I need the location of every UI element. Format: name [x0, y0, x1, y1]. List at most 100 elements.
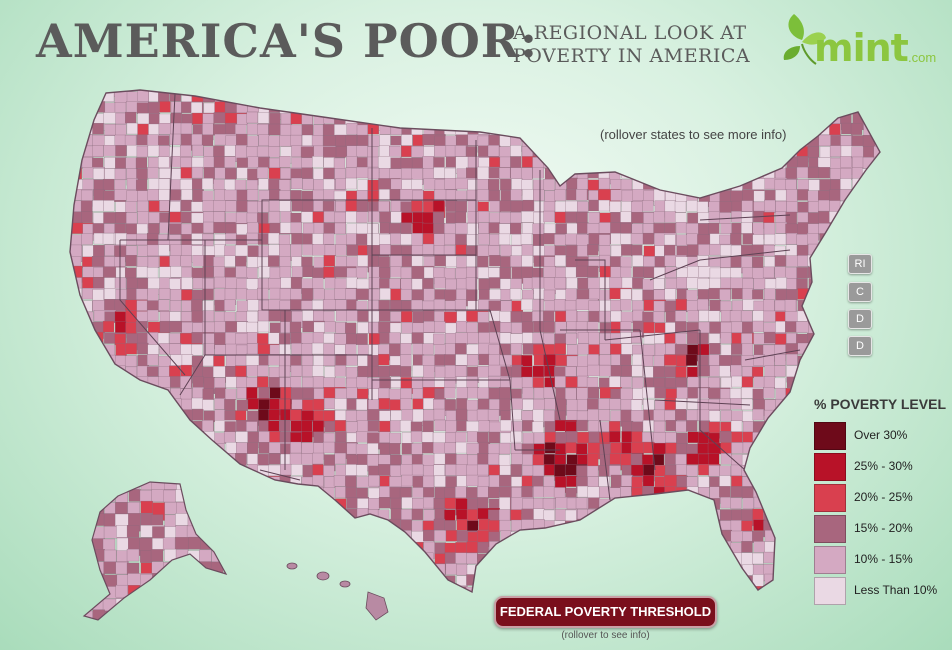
county-cell[interactable] [150, 549, 164, 562]
county-cell[interactable] [224, 299, 236, 312]
county-cell[interactable] [223, 537, 235, 550]
county-cell[interactable] [192, 465, 204, 482]
county-cell[interactable] [213, 156, 226, 168]
county-cell[interactable] [444, 509, 456, 521]
county-cell[interactable] [674, 91, 687, 103]
county-cell[interactable] [753, 146, 765, 158]
county-cell[interactable] [346, 145, 359, 157]
county-cell[interactable] [697, 387, 709, 400]
county-cell[interactable] [291, 256, 303, 268]
county-cell[interactable] [104, 442, 116, 455]
county-cell[interactable] [775, 102, 788, 114]
county-cell[interactable] [378, 575, 390, 587]
county-cell[interactable] [785, 267, 797, 279]
county-cell[interactable] [554, 299, 566, 311]
county-cell[interactable] [247, 410, 259, 422]
county-cell[interactable] [390, 266, 402, 278]
county-cell[interactable] [312, 277, 324, 289]
county-cell[interactable] [356, 531, 368, 543]
county-cell[interactable] [302, 508, 325, 520]
county-cell[interactable] [312, 464, 324, 476]
county-cell[interactable] [223, 610, 235, 628]
county-cell[interactable] [797, 575, 810, 587]
county-cell[interactable] [632, 388, 644, 400]
county-cell[interactable] [719, 475, 731, 487]
county-cell[interactable] [477, 541, 489, 554]
county-cell[interactable] [764, 145, 787, 157]
county-cell[interactable] [92, 497, 104, 509]
county-cell[interactable] [609, 431, 621, 443]
county-cell[interactable] [289, 321, 302, 334]
county-cell[interactable] [179, 574, 192, 592]
county-cell[interactable] [577, 553, 589, 565]
county-cell[interactable] [653, 79, 665, 96]
county-cell[interactable] [510, 575, 533, 587]
county-cell[interactable] [455, 234, 467, 246]
county-cell[interactable] [621, 475, 633, 487]
county-cell[interactable] [213, 497, 225, 509]
county-cell[interactable] [488, 553, 511, 566]
county-cell[interactable] [181, 321, 193, 334]
county-cell[interactable] [587, 156, 600, 174]
county-cell[interactable] [135, 321, 148, 333]
county-cell[interactable] [335, 234, 347, 246]
county-cell[interactable] [126, 377, 139, 394]
county-cell[interactable] [565, 563, 577, 575]
county-cell[interactable] [631, 541, 654, 553]
county-cell[interactable] [258, 91, 270, 109]
county-cell[interactable] [202, 277, 214, 290]
county-cell[interactable] [786, 421, 798, 433]
county-cell[interactable] [223, 431, 236, 443]
county-cell[interactable] [147, 256, 160, 268]
county-cell[interactable] [730, 564, 742, 576]
county-cell[interactable] [719, 146, 731, 158]
county-cell[interactable] [60, 222, 72, 234]
county-cell[interactable] [247, 442, 259, 454]
county-cell[interactable] [103, 486, 115, 498]
county-cell[interactable] [498, 442, 511, 455]
county-cell[interactable] [466, 80, 478, 92]
county-cell[interactable] [214, 398, 226, 410]
county-cell[interactable] [477, 322, 490, 334]
county-cell[interactable] [653, 211, 665, 223]
county-cell[interactable] [357, 519, 369, 531]
county-cell[interactable] [862, 81, 875, 92]
county-cell[interactable] [873, 299, 884, 311]
county-cell[interactable] [410, 553, 423, 566]
county-cell[interactable] [752, 388, 764, 401]
county-cell[interactable] [191, 476, 214, 488]
county-cell[interactable] [511, 541, 534, 554]
county-cell[interactable] [335, 354, 347, 366]
county-cell[interactable] [587, 244, 599, 256]
county-cell[interactable] [565, 157, 577, 169]
county-cell[interactable] [235, 410, 247, 422]
county-cell[interactable] [455, 244, 467, 256]
county-cell[interactable] [850, 123, 863, 135]
county-cell[interactable] [181, 597, 203, 608]
county-cell[interactable] [258, 134, 270, 146]
county-cell[interactable] [775, 553, 798, 565]
county-cell[interactable] [423, 585, 446, 603]
county-cell[interactable] [356, 376, 368, 389]
county-cell[interactable] [136, 452, 149, 470]
county-cell[interactable] [544, 563, 556, 575]
county-cell[interactable] [400, 101, 412, 113]
county-cell[interactable] [433, 91, 445, 108]
county-cell[interactable] [598, 177, 611, 190]
county-cell[interactable] [301, 157, 313, 169]
county-cell[interactable] [874, 277, 886, 289]
county-cell[interactable] [169, 278, 181, 290]
county-cell[interactable] [334, 101, 357, 113]
county-cell[interactable] [511, 476, 523, 488]
county-cell[interactable] [379, 134, 391, 146]
county-cell[interactable] [874, 102, 896, 114]
county-cell[interactable] [653, 311, 665, 323]
county-cell[interactable] [576, 419, 588, 432]
county-cell[interactable] [199, 525, 212, 538]
county-cell[interactable] [400, 509, 413, 521]
county-cell[interactable] [775, 222, 788, 234]
county-cell[interactable] [60, 342, 72, 355]
county-cell[interactable] [620, 223, 632, 235]
county-cell[interactable] [258, 399, 270, 411]
county-cell[interactable] [170, 266, 182, 278]
